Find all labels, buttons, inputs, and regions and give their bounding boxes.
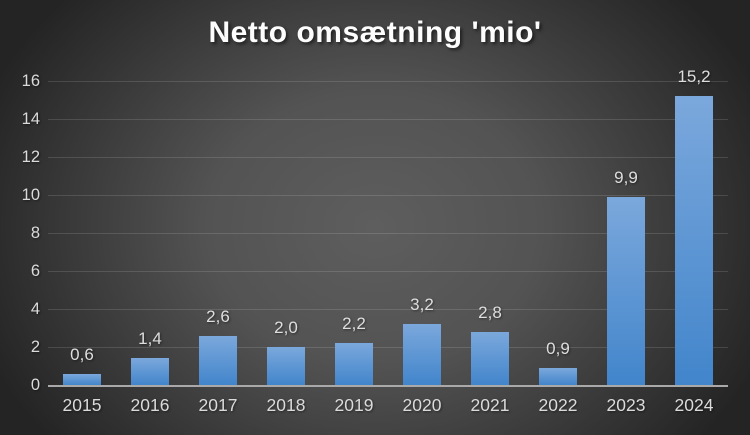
gridline-y-2 — [48, 346, 728, 348]
y-tick-label-16: 16 — [21, 72, 40, 90]
bar-value-label-2023: 9,9 — [614, 167, 638, 187]
y-tick-label-12: 12 — [21, 148, 40, 166]
y-tick-label-6: 6 — [30, 262, 40, 280]
x-tick-label-2016: 2016 — [130, 395, 170, 415]
bar-2015 — [63, 373, 101, 385]
bar-2021 — [471, 331, 509, 385]
x-tick-label-2020: 2020 — [402, 395, 442, 415]
plot-area: 0 2 4 6 8 10 12 14 16 0,6 2015 1,4 2016 2,6 2017 2,0 201… — [22, 67, 728, 415]
x-tick-label-2021: 2021 — [470, 395, 510, 415]
bar-value-label-2020: 3,2 — [410, 295, 434, 315]
x-axis-line — [48, 385, 728, 387]
x-tick-label-2018: 2018 — [266, 395, 306, 415]
bar-value-label-2019: 2,2 — [342, 314, 366, 334]
gridline-y-14 — [48, 118, 728, 120]
bar-value-label-2016: 1,4 — [138, 329, 162, 349]
x-tick-label-2022: 2022 — [538, 395, 578, 415]
bar-value-label-2021: 2,8 — [478, 302, 502, 322]
gridline-y-12 — [48, 156, 728, 158]
bar-2023 — [607, 196, 645, 385]
y-tick-label-0: 0 — [30, 376, 40, 394]
bar-value-label-2017: 2,6 — [206, 306, 230, 326]
bar-2020 — [403, 324, 441, 385]
bar-2019 — [335, 343, 373, 385]
bar-2022 — [539, 367, 577, 385]
x-tick-label-2023: 2023 — [606, 395, 646, 415]
bar-2018 — [267, 347, 305, 385]
bar-value-label-2018: 2,0 — [274, 318, 298, 337]
y-tick-label-2: 2 — [30, 338, 40, 356]
bar-2017 — [199, 335, 237, 385]
gridline-y-10 — [48, 194, 728, 196]
bar-value-label-2024: 15,2 — [677, 67, 711, 87]
y-tick-label-8: 8 — [30, 224, 40, 242]
y-tick-label-14: 14 — [21, 110, 40, 128]
bar-value-label-2015: 0,6 — [70, 344, 94, 364]
x-tick-label-2024: 2024 — [674, 395, 714, 415]
x-tick-label-2017: 2017 — [198, 395, 238, 415]
bar-2024 — [675, 96, 713, 385]
bar-2016 — [131, 358, 169, 385]
gridline-y-8 — [48, 232, 728, 234]
gridline-y-4 — [48, 308, 728, 310]
gridline-y-16 — [48, 80, 728, 82]
x-tick-label-2019: 2019 — [334, 395, 374, 415]
y-tick-label-10: 10 — [21, 186, 40, 204]
chart-title: Netto omsætning 'mio' — [208, 16, 542, 49]
x-tick-label-2015: 2015 — [62, 395, 102, 415]
bar-value-label-2022: 0,9 — [546, 338, 570, 358]
y-tick-label-4: 4 — [30, 300, 40, 318]
gridline-y-6 — [48, 270, 728, 272]
